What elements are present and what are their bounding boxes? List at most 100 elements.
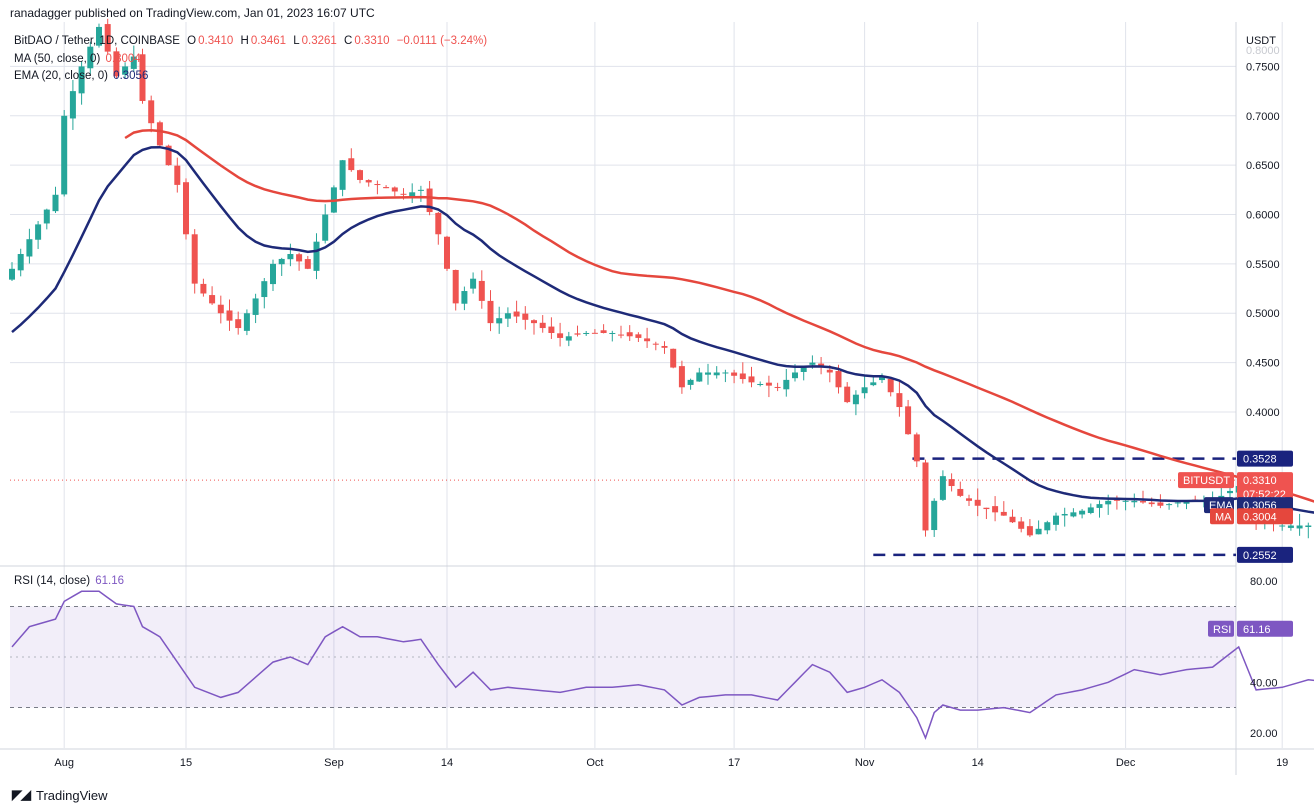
candle-body xyxy=(1157,502,1164,506)
candle-body xyxy=(487,300,494,324)
candle xyxy=(1174,501,1181,508)
candle xyxy=(1000,501,1007,516)
candle-body xyxy=(104,24,111,52)
candle-body xyxy=(87,46,94,69)
footer-brand: TradingView xyxy=(36,787,108,803)
candle xyxy=(931,498,938,537)
publisher-line: ranadagger published on TradingView.com,… xyxy=(10,6,375,20)
y-axis-unit: USDT xyxy=(1246,35,1276,47)
candle xyxy=(470,272,477,294)
candle xyxy=(183,178,189,240)
candle-body xyxy=(374,184,381,186)
candle xyxy=(130,45,137,72)
candle-body xyxy=(435,212,442,235)
candle xyxy=(504,307,511,328)
legend-ohlc-l: L 0.3261 xyxy=(293,35,337,47)
legend-ma-label: MA (50, close, 0) xyxy=(14,53,101,65)
legend-ema-label: EMA (20, close, 0) xyxy=(14,70,108,82)
candle-body xyxy=(1131,500,1138,503)
candle xyxy=(478,270,485,309)
x-tick-label: 17 xyxy=(728,757,740,769)
candle xyxy=(304,255,311,270)
candle-body xyxy=(948,479,955,487)
candle xyxy=(1305,522,1312,539)
candle xyxy=(1026,519,1033,538)
legend-ma-value: 0.3004 xyxy=(105,53,141,65)
candle-body xyxy=(513,311,520,317)
candle xyxy=(1044,520,1051,535)
candle-body xyxy=(739,373,746,380)
candle-body xyxy=(705,372,711,375)
legend-change: −0.0111 (−3.24%) xyxy=(396,35,488,47)
candle-body xyxy=(852,394,859,405)
candle xyxy=(739,362,746,384)
y-tick-label: 0.7000 xyxy=(1246,111,1280,123)
candle-body xyxy=(357,170,363,180)
candle xyxy=(374,180,381,195)
candle-body xyxy=(461,291,468,304)
candle-body xyxy=(52,194,59,212)
candle xyxy=(148,95,155,133)
candle xyxy=(652,341,659,351)
x-tick-label: Dec xyxy=(1116,757,1136,769)
candle-body xyxy=(652,343,659,345)
candle-body xyxy=(122,66,129,75)
candle-body xyxy=(548,326,555,333)
candle xyxy=(870,377,877,387)
candle xyxy=(17,248,24,277)
x-tick-label: Sep xyxy=(324,757,344,769)
candle-body xyxy=(574,333,581,335)
candle-body xyxy=(139,54,146,101)
candle-body xyxy=(1079,510,1086,515)
candle xyxy=(200,278,207,297)
candle-body xyxy=(1305,525,1312,528)
candle xyxy=(774,382,781,392)
legend-rsi-value: 61.16 xyxy=(95,575,125,587)
candle-body xyxy=(583,332,590,334)
candle-body xyxy=(270,263,276,285)
candle-body xyxy=(61,115,68,195)
candle-body xyxy=(913,434,920,462)
candle xyxy=(313,233,320,280)
candle xyxy=(322,204,329,244)
legend-ohlc-h: H 0.3461 xyxy=(240,35,287,47)
candle xyxy=(905,399,912,435)
candle-body xyxy=(470,278,477,289)
candle xyxy=(444,235,450,272)
candle-body xyxy=(826,369,833,373)
candle xyxy=(365,179,372,187)
candle-body xyxy=(174,165,181,185)
candle-body xyxy=(1227,490,1233,494)
candle xyxy=(348,148,355,172)
candle xyxy=(618,325,624,339)
candle xyxy=(1018,517,1025,533)
candle-body xyxy=(1122,500,1129,502)
candle-body xyxy=(1296,525,1303,529)
candle-body xyxy=(296,254,303,262)
candle-body xyxy=(600,330,607,333)
ema-path xyxy=(11,145,1314,514)
candle xyxy=(435,211,442,245)
candle xyxy=(452,269,459,311)
candle-body xyxy=(226,310,233,321)
candle xyxy=(61,110,68,197)
candle-body xyxy=(17,254,24,271)
y-tick-label: 0.7500 xyxy=(1246,61,1280,73)
candle-body xyxy=(879,377,885,381)
candle-body xyxy=(1105,500,1112,505)
candle-body xyxy=(939,476,946,500)
legend-symbol-line: BitDAO / Tether, 1D, COINBASE xyxy=(14,35,180,47)
candle-body xyxy=(844,386,851,403)
candle xyxy=(217,295,224,324)
candle xyxy=(1035,520,1042,535)
candle xyxy=(661,341,668,354)
candle xyxy=(104,18,111,55)
candle xyxy=(600,324,607,334)
support-resistance-levels xyxy=(10,457,1236,557)
candle xyxy=(330,185,337,214)
rsi-band xyxy=(10,605,1236,709)
candle-body xyxy=(43,209,50,224)
candle xyxy=(687,378,694,390)
candle-body xyxy=(626,332,633,337)
